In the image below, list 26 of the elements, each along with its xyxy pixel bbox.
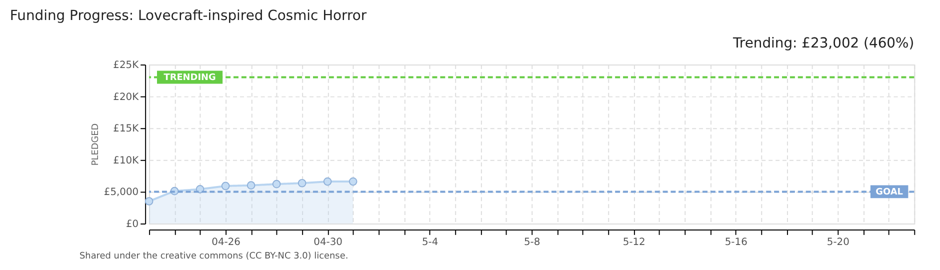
point xyxy=(298,178,306,188)
y-tick-label: £10K xyxy=(113,155,140,166)
point xyxy=(144,197,154,206)
point xyxy=(246,181,256,190)
x-tick-label: 5-16 xyxy=(724,236,748,248)
x-tick-label: 5-8 xyxy=(524,236,540,248)
ref-line-label: TRENDING xyxy=(164,73,216,84)
x-tick-label: 5-4 xyxy=(422,236,438,248)
chart-title: Funding Progress: Lovecraft-inspired Cosmic Horror xyxy=(10,8,367,24)
text: Trending: £23,002 (460%) xyxy=(732,36,914,52)
point xyxy=(323,177,332,186)
y-tick-label: £15K xyxy=(113,124,140,135)
x-tick-label: 5-20 xyxy=(826,236,850,248)
y-tick-label: £25K xyxy=(113,60,140,71)
y-tick-label: £0 xyxy=(126,218,139,230)
text: Shared under the creative commons (CC BY-NC 3.0) license. xyxy=(79,251,348,262)
point xyxy=(348,177,358,186)
ref-line-label: GOAL xyxy=(876,188,904,198)
x-tick-label: 5-12 xyxy=(622,236,646,248)
y-tick-label: £5,000 xyxy=(104,187,139,198)
y-tick-label: £20K xyxy=(113,92,140,103)
point xyxy=(221,182,230,190)
x-tick-label: 04-26 xyxy=(212,236,240,248)
point xyxy=(272,180,281,188)
x-tick-label: 04-30 xyxy=(314,236,342,248)
y-axis-title: PLEDGED xyxy=(90,123,101,166)
